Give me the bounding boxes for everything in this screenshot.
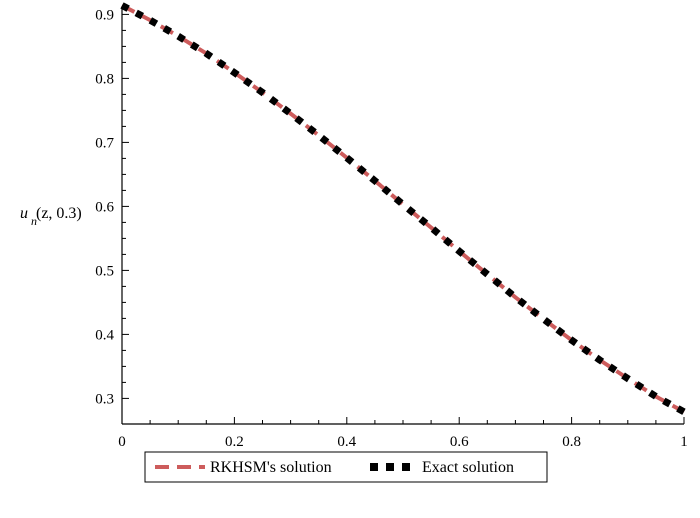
y-axis-label-args: (z, 0.3) [36, 205, 82, 222]
legend-swatch-exact [370, 463, 410, 471]
x-ticks: 0 0.2 0.4 0.6 0.8 1 [118, 417, 688, 450]
y-axis-label-subscript: n [31, 214, 37, 228]
y-tick-label: 0.3 [95, 391, 114, 407]
x-tick-label: 0 [118, 434, 126, 450]
series-line-rkhsm [121, 3, 685, 414]
x-tick-label: 0.2 [225, 434, 244, 450]
x-tick-label: 0.4 [337, 434, 356, 450]
legend-label-rkhsm: RKHSM's solution [210, 459, 332, 476]
x-tick-label: 0.8 [562, 434, 581, 450]
y-tick-label: 0.9 [95, 7, 114, 23]
series-line-exact [120, 2, 686, 415]
y-tick-label: 0.6 [95, 199, 114, 215]
series-layer [120, 2, 686, 415]
x-tick-label: 1 [680, 434, 688, 450]
legend-label-exact: Exact solution [422, 459, 514, 476]
y-axis-label: u n (z, 0.3) [20, 205, 82, 228]
y-ticks: 0.3 0.4 0.5 0.6 0.7 0.8 0.9 [95, 7, 129, 407]
y-tick-label: 0.7 [95, 135, 114, 151]
x-tick-label: 0.6 [450, 434, 469, 450]
y-tick-label: 0.4 [95, 327, 114, 343]
y-axis-label-main: u [20, 205, 28, 222]
legend: RKHSM's solution Exact solution [144, 451, 548, 483]
y-tick-label: 0.5 [95, 263, 114, 279]
y-tick-label: 0.8 [95, 71, 114, 87]
legend-box [144, 451, 548, 483]
